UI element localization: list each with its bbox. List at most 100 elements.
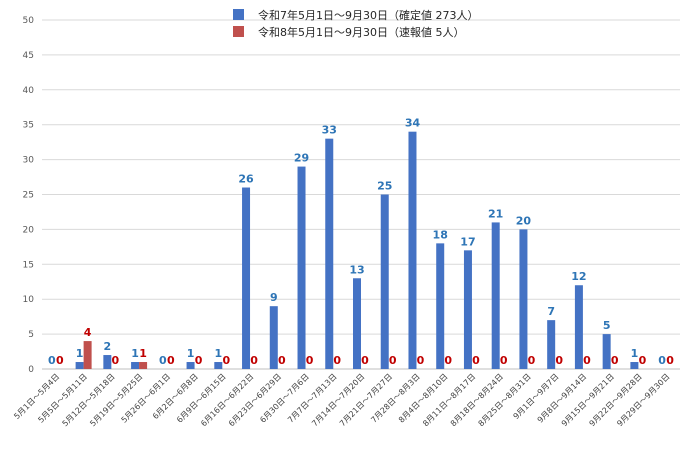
y-tick-label: 45 [23, 51, 34, 61]
bar-series-1-12 [380, 194, 389, 369]
x-tick-label: 9月29日～9月30日 [615, 372, 671, 428]
x-tick-label: 7月28日～8月3日 [369, 372, 422, 425]
bar-series-2-1 [83, 341, 92, 369]
bar-series-1-17 [519, 229, 528, 369]
data-label-series-2-21: 0 [639, 354, 647, 367]
data-label-series-1-5: 1 [187, 347, 195, 360]
data-label-series-1-22: 0 [658, 354, 666, 367]
data-label-series-2-16: 0 [500, 354, 508, 367]
bars [75, 131, 639, 369]
legend-swatch-series-2 [233, 26, 244, 37]
legend-label-series-2: 令和8年5月1日～9月30日（速報値 5人） [258, 25, 465, 39]
gridlines [42, 19, 680, 370]
bar-series-1-8 [269, 306, 278, 369]
data-label-series-1-20: 5 [603, 319, 611, 332]
data-label-series-2-15: 0 [472, 354, 480, 367]
data-label-series-2-19: 0 [583, 354, 591, 367]
data-label-series-1-9: 29 [294, 152, 309, 165]
y-tick-label: 15 [23, 260, 34, 270]
y-tick-label: 5 [28, 330, 34, 340]
data-label-series-1-19: 12 [571, 270, 586, 283]
x-tick-label: 6月30日～7月6日 [258, 372, 311, 425]
y-tick-label: 0 [28, 365, 34, 375]
data-label-series-2-12: 0 [389, 354, 397, 367]
data-label-series-2-9: 0 [306, 354, 314, 367]
data-label-series-1-7: 26 [238, 173, 254, 186]
data-label-series-1-12: 25 [377, 180, 392, 193]
data-label-series-1-21: 1 [631, 347, 639, 360]
x-tick-label: 5月1日～5月4日 [12, 372, 61, 421]
data-label-series-1-16: 21 [488, 207, 503, 220]
data-label-series-1-17: 20 [516, 214, 532, 227]
data-label-series-1-4: 0 [159, 354, 167, 367]
x-tick-label: 6月16日～6月22日 [199, 372, 255, 428]
x-tick-label: 5月5日～5月11日 [36, 372, 89, 425]
legend: 令和7年5月1日～9月30日（確定値 273人） 令和8年5月1日～9月30日（… [233, 8, 478, 39]
x-tick-label: 8月11日～8月17日 [421, 372, 477, 428]
data-label-series-1-8: 9 [270, 291, 278, 304]
x-tick-label: 5月12日～5月18日 [61, 372, 117, 428]
data-label-series-2-18: 0 [555, 354, 563, 367]
legend-label-series-1: 令和7年5月1日～9月30日（確定値 273人） [258, 8, 478, 22]
bar-series-1-19 [574, 285, 583, 369]
data-label-series-2-17: 0 [528, 354, 536, 367]
bar-series-1-10 [325, 138, 334, 369]
data-label-series-2-10: 0 [333, 354, 341, 367]
x-tick-label: 9月22日～9月28日 [588, 372, 644, 428]
bar-series-1-5 [186, 362, 195, 369]
legend-swatch-series-1 [233, 9, 244, 20]
y-tick-label: 30 [23, 156, 35, 166]
data-label-series-2-2: 0 [112, 354, 120, 367]
y-tick-label: 10 [23, 295, 35, 305]
data-label-series-1-2: 2 [104, 340, 112, 353]
data-label-series-2-0: 0 [56, 354, 64, 367]
bar-series-1-2 [103, 355, 112, 369]
bar-series-1-1 [75, 362, 84, 369]
data-label-series-2-22: 0 [666, 354, 674, 367]
x-tick-label: 5月26日～6月1日 [120, 372, 173, 425]
y-tick-label: 35 [23, 121, 34, 131]
data-label-series-2-11: 0 [361, 354, 369, 367]
data-label-series-2-7: 0 [250, 354, 258, 367]
y-axis: 0 5 10 15 20 25 30 35 40 45 50 [23, 16, 35, 375]
bar-series-1-15 [463, 250, 472, 369]
bar-series-2-3 [139, 362, 148, 369]
data-label-series-2-3: 1 [139, 347, 147, 360]
x-tick-label: 6月9日～6月15日 [175, 372, 228, 425]
x-tick-label: 9月15日～9月21日 [560, 372, 616, 428]
bar-series-1-9 [297, 166, 306, 369]
y-tick-label: 25 [23, 191, 34, 201]
data-label-series-1-13: 34 [405, 117, 421, 130]
data-label-series-2-13: 0 [417, 354, 425, 367]
bar-series-1-20 [602, 334, 611, 369]
bar-series-1-16 [491, 222, 500, 369]
y-tick-label: 40 [23, 86, 35, 96]
data-label-series-1-14: 18 [433, 228, 448, 241]
x-tick-label: 8月18日～8月24日 [449, 372, 505, 428]
bar-series-1-18 [547, 320, 556, 369]
bar-series-1-6 [214, 362, 223, 369]
data-label-series-1-10: 33 [322, 124, 337, 137]
bar-series-1-7 [242, 187, 251, 369]
x-tick-label: 7月21日～7月27日 [338, 372, 394, 428]
data-label-series-2-14: 0 [444, 354, 452, 367]
data-label-series-2-1: 4 [84, 326, 92, 339]
x-tick-label: 6月23日～6月29日 [227, 372, 283, 428]
bar-series-1-11 [353, 278, 361, 369]
x-tick-label: 7月14日～7月20日 [310, 372, 366, 428]
data-label-series-1-15: 17 [460, 235, 475, 248]
x-tick-label: 7月7日～7月13日 [286, 372, 339, 425]
data-label-series-2-20: 0 [611, 354, 619, 367]
x-tick-label: 9月8日～9月14日 [536, 372, 589, 425]
x-axis: 5月1日～5月4日5月5日～5月11日5月12日～5月18日5月19日～5月25… [12, 372, 671, 428]
data-label-series-1-11: 13 [349, 263, 364, 276]
bar-series-1-13 [408, 131, 417, 369]
data-label-series-1-18: 7 [547, 305, 555, 318]
bar-series-1-21 [630, 362, 639, 369]
x-tick-label: 8月4日～8月10日 [397, 372, 450, 425]
y-tick-label: 50 [23, 16, 35, 26]
data-label-series-1-3: 1 [131, 347, 139, 360]
data-label-series-2-8: 0 [278, 354, 286, 367]
x-tick-label: 8月25日～8月31日 [477, 372, 533, 428]
